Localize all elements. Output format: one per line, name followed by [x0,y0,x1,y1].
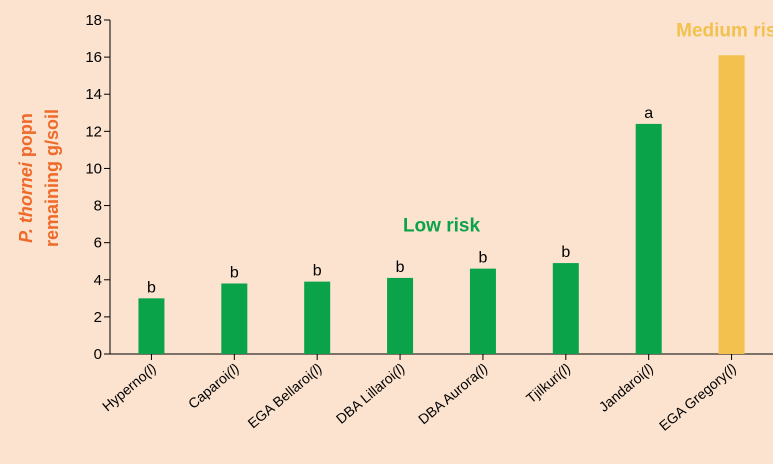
bar [138,298,165,354]
x-tick-label: Caparoi(l) [185,360,242,412]
x-tick-label-name: Caparoi [185,368,233,412]
bar [635,123,662,355]
bars [138,55,745,355]
x-tick-label: Tjilkuri(l) [523,360,574,406]
significance-letter: b [478,250,487,267]
y-axis-label-species: P. thornei [16,161,36,243]
bar [304,281,331,354]
significance-letter: b [147,279,156,296]
bar [469,268,496,354]
risk-annotation: Medium risk [676,21,773,42]
x-tick-label-name: Hyperno [99,368,150,414]
x-tick-label: EGA Bellaroi(l) [244,360,325,431]
y-tick-label: 18 [85,12,102,29]
y-tick-label: 0 [94,346,102,363]
x-tick-label-name: EGA Bellaroi [244,368,315,431]
x-tick-label: EGA Gregory(l) [656,360,740,434]
axes: 0 2 4 6 8 10 12 14 16 18 [85,12,773,363]
y-tick-label: 2 [94,309,102,326]
x-tick-label-name: DBA Aurora [415,368,481,427]
y-tick-label: 14 [85,86,102,103]
y-tick-label: 12 [85,123,102,140]
x-tick-label: Jandaroi(l) [596,360,657,415]
y-tick-label: 16 [85,49,102,66]
x-tick-label: Hyperno(l) [99,360,159,414]
bar [718,55,745,354]
x-tick-label-name: Jandaroi [596,368,647,415]
x-tick-label-name: EGA Gregory [656,368,730,434]
significance-letter: b [230,264,239,281]
bar [552,263,579,354]
y-tick-label: 10 [85,160,102,177]
significance-letter: a [644,105,653,122]
y-tick-label: 8 [94,198,102,215]
bar [387,277,414,354]
y-axis-label-popn: popn [16,113,36,162]
x-tick-label: DBA Lillaroi(l) [333,360,408,427]
significance-letter: b [396,259,405,276]
labels: Hyperno(l) b Caparoi(l) b EGA Bellaroi(l) b DB… [99,21,773,434]
significance-letter: b [313,263,322,280]
y-axis-label-line2: remaining g/soil [42,109,62,247]
y-tick-label: 4 [94,272,102,289]
risk-annotation: Low risk [403,216,481,237]
x-tick-label: DBA Aurora(l) [415,360,491,427]
y-tick-label: 6 [94,235,102,252]
bar [221,283,248,354]
y-axis-label: P. thornei popn [16,113,36,243]
x-tick-label-name: DBA Lillaroi [333,368,399,427]
significance-letter: b [561,244,570,261]
